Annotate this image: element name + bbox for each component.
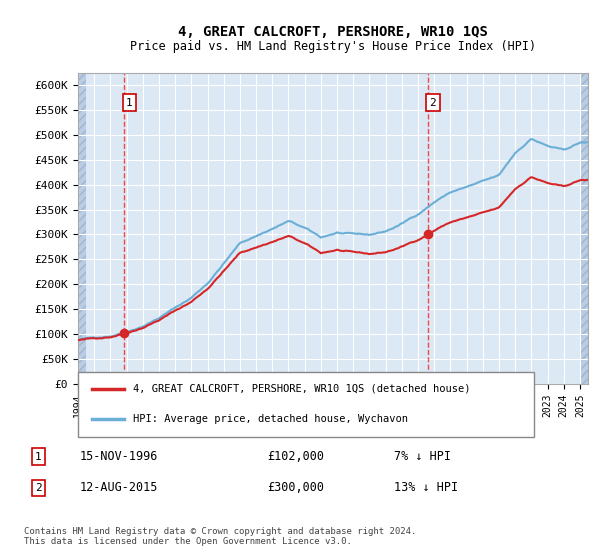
Bar bbox=[78, 73, 86, 384]
Text: 2: 2 bbox=[430, 97, 436, 108]
Text: 7% ↓ HPI: 7% ↓ HPI bbox=[394, 450, 451, 463]
Bar bbox=[580, 73, 588, 384]
FancyBboxPatch shape bbox=[78, 372, 534, 437]
Text: 2: 2 bbox=[35, 483, 42, 493]
Text: 12-AUG-2015: 12-AUG-2015 bbox=[79, 482, 158, 494]
Text: Contains HM Land Registry data © Crown copyright and database right 2024.
This d: Contains HM Land Registry data © Crown c… bbox=[24, 526, 416, 546]
Text: 1: 1 bbox=[126, 97, 133, 108]
Text: HPI: Average price, detached house, Wychavon: HPI: Average price, detached house, Wych… bbox=[133, 414, 408, 424]
Text: 13% ↓ HPI: 13% ↓ HPI bbox=[394, 482, 458, 494]
Text: Price paid vs. HM Land Registry's House Price Index (HPI): Price paid vs. HM Land Registry's House … bbox=[130, 40, 536, 53]
Text: 4, GREAT CALCROFT, PERSHORE, WR10 1QS: 4, GREAT CALCROFT, PERSHORE, WR10 1QS bbox=[178, 25, 488, 39]
Text: £300,000: £300,000 bbox=[267, 482, 324, 494]
Text: 4, GREAT CALCROFT, PERSHORE, WR10 1QS (detached house): 4, GREAT CALCROFT, PERSHORE, WR10 1QS (d… bbox=[133, 384, 470, 394]
Text: 15-NOV-1996: 15-NOV-1996 bbox=[79, 450, 158, 463]
Text: 1: 1 bbox=[35, 451, 42, 461]
Text: £102,000: £102,000 bbox=[267, 450, 324, 463]
